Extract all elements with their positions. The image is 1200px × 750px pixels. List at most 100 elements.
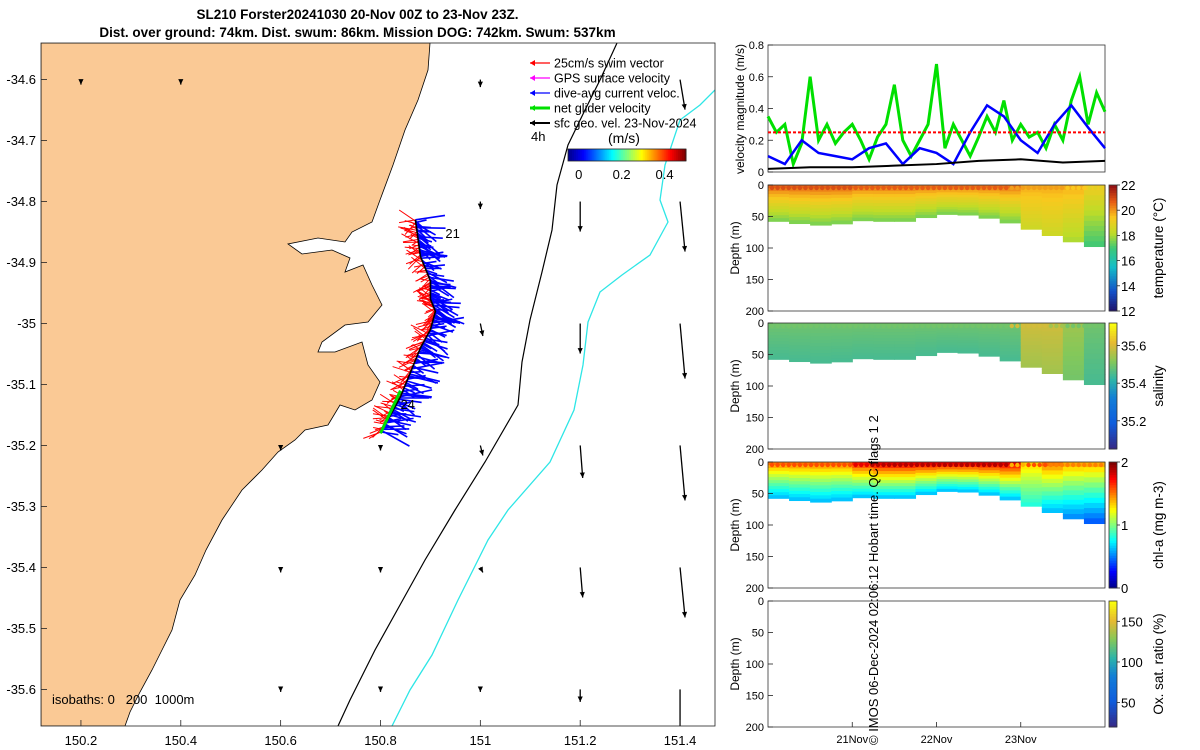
profile-colorbar-cell — [1109, 225, 1117, 229]
profile-cell — [1041, 339, 1064, 345]
profile-cell — [768, 194, 790, 198]
profile-surface-marker — [886, 323, 892, 329]
current-vector — [409, 373, 441, 383]
depth-tick-label: 150 — [746, 275, 764, 287]
profile-cell — [789, 484, 811, 489]
profile-surface-marker — [925, 323, 931, 329]
colorbar-cell — [680, 149, 683, 161]
profile-surface-marker — [803, 323, 808, 329]
colorbar-units: (m/s) — [608, 130, 640, 146]
legend-arrowhead — [530, 105, 535, 111]
profile-colorbar-cell — [1109, 613, 1117, 617]
swim-vector — [418, 278, 431, 292]
depth-axis-label: Depth (m) — [728, 221, 742, 274]
profile-colorbar-cell — [1109, 237, 1117, 241]
profile-colorbar-cell — [1109, 464, 1117, 468]
map-x-tick-label: 150.6 — [264, 733, 297, 748]
profile-cell — [915, 328, 938, 332]
profile-surface-marker — [987, 323, 992, 329]
profile-cell — [1062, 222, 1085, 229]
profile-cell — [1020, 498, 1043, 504]
profile-surface-marker — [998, 185, 1003, 191]
profile-cell — [894, 191, 917, 195]
profile-colorbar-cell — [1109, 328, 1117, 332]
profile-colorbar-cell — [1109, 724, 1117, 728]
profile-cell — [1041, 508, 1064, 513]
current-vector — [424, 264, 446, 268]
profile-cell — [1041, 218, 1064, 224]
profile-surface-marker — [948, 185, 953, 191]
profile-colorbar-cell — [1109, 436, 1117, 440]
profile-cell — [978, 478, 1001, 482]
profile-surface-marker — [959, 185, 964, 191]
profile-colorbar-cell — [1109, 270, 1117, 274]
profile-colorbar-cell — [1109, 338, 1117, 342]
profile-cell — [873, 495, 895, 499]
geo-vector-head — [278, 686, 284, 692]
profile-cell — [810, 349, 832, 354]
profile-cell — [957, 466, 980, 471]
profile-cell — [894, 492, 917, 496]
current-vector — [432, 317, 451, 322]
profile-cell — [852, 208, 874, 213]
profile-colorbar-cell — [1109, 358, 1117, 362]
profile-colorbar-cell — [1109, 428, 1117, 432]
profile-colorbar-cell — [1109, 202, 1117, 206]
profile-colorbar-cell — [1109, 666, 1117, 670]
profile-colorbar-cell — [1109, 502, 1117, 506]
profile-cell — [768, 326, 790, 330]
profile-cell — [1041, 227, 1064, 232]
current-vector — [432, 298, 453, 305]
profile-cell — [1062, 199, 1085, 205]
profile-cell — [873, 203, 895, 207]
profile-cell — [810, 492, 832, 496]
colorbar-tick-label: 0 — [575, 167, 582, 182]
profile-cell — [999, 465, 1022, 469]
current-vector — [386, 417, 414, 424]
profile-cell — [999, 219, 1022, 224]
profile-colorbar-cell — [1109, 200, 1117, 204]
profile-surface-marker — [925, 462, 931, 468]
profile-cell — [915, 209, 938, 213]
profile-cell — [915, 462, 938, 466]
profile-colorbar-cell — [1109, 210, 1117, 214]
profile-cell — [957, 197, 980, 201]
profile-cell — [1062, 227, 1085, 233]
swim-vector — [398, 209, 416, 222]
depth-tick-label: 200 — [746, 722, 764, 734]
profile-cell — [894, 341, 917, 345]
profile-cell — [852, 462, 874, 466]
profile-surface-marker — [1026, 185, 1031, 191]
profile-colorbar-cell — [1109, 300, 1117, 304]
profile-surface-marker — [948, 323, 953, 329]
profile-cell — [978, 473, 1001, 477]
swim-vector — [372, 407, 389, 420]
profile-cell — [936, 471, 959, 475]
profile-surface-marker — [1020, 185, 1026, 191]
profile-background — [768, 601, 1105, 727]
profile-cell — [915, 475, 938, 479]
profile-surface-marker — [847, 323, 853, 329]
profile-cell — [831, 491, 853, 495]
profile-cell — [999, 490, 1022, 495]
profile-colorbar-cell — [1109, 575, 1117, 579]
profile-surface-marker — [859, 185, 864, 191]
profile-cell — [852, 479, 874, 484]
current-vector — [428, 276, 454, 282]
profile-cell — [873, 191, 895, 195]
profile-cell — [894, 486, 917, 490]
profile-surface-marker — [892, 185, 897, 191]
profile-colorbar-tick-label: 2 — [1121, 455, 1128, 470]
profile-cell — [1083, 497, 1106, 504]
profile-colorbar-cell — [1109, 525, 1117, 529]
profile-cell — [768, 332, 790, 336]
profile-surface-marker — [1054, 462, 1059, 468]
swim-vector — [392, 366, 411, 373]
current-vector — [426, 329, 455, 337]
profile-colorbar-cell — [1109, 557, 1117, 561]
profile-cell — [852, 340, 874, 345]
profile-cell — [978, 331, 1001, 335]
profile-surface-marker — [1026, 323, 1031, 329]
